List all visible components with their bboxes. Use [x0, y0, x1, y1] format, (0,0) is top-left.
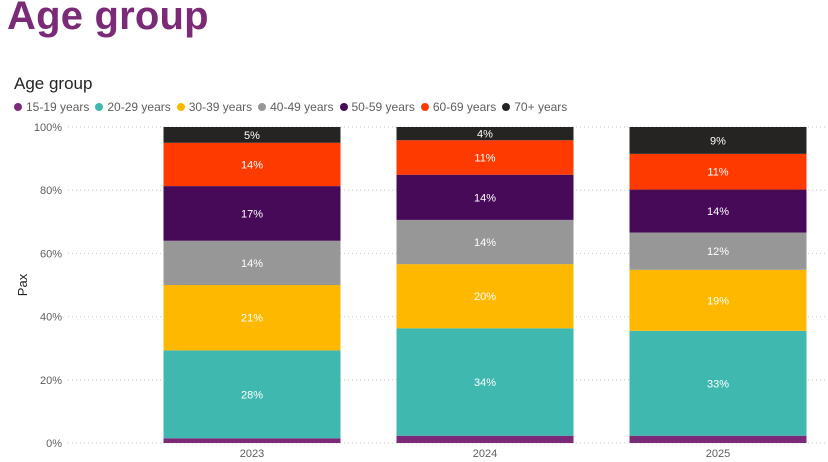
- bar-segment: [163, 240, 341, 285]
- data-label: 11%: [707, 167, 728, 179]
- legend-item-15-19-years[interactable]: 15-19 years: [14, 100, 89, 114]
- legend-item-30-39-years[interactable]: 30-39 years: [176, 100, 253, 114]
- legend-item-70-years[interactable]: 70+ years: [502, 100, 567, 114]
- bar-segment: [163, 142, 341, 187]
- bar-segment: [396, 140, 574, 175]
- legend-label: 20-29 years: [107, 100, 171, 114]
- y-tick-label: 100%: [34, 122, 62, 134]
- y-tick-label: 40%: [40, 312, 62, 324]
- bar-segment: [629, 330, 807, 436]
- data-label: 14%: [474, 192, 496, 204]
- legend-label: 70+ years: [514, 100, 568, 114]
- bar-segment: [396, 127, 574, 141]
- bar-segment: [163, 127, 341, 143]
- data-label: 14%: [241, 159, 263, 171]
- bar-segment: [163, 186, 341, 241]
- legend-marker: [14, 103, 22, 111]
- legend-item-40-49-years[interactable]: 40-49 years: [258, 100, 334, 114]
- data-label: 9%: [710, 135, 726, 147]
- bar-segment: [629, 435, 807, 443]
- bar-segment: [629, 153, 807, 190]
- bar-segment: [396, 219, 574, 265]
- chart-title: Age group: [14, 74, 93, 93]
- y-tick-label: 80%: [40, 185, 62, 197]
- data-label: 28%: [241, 389, 263, 401]
- data-label: 4%: [477, 129, 493, 141]
- data-label: 20%: [474, 291, 496, 303]
- legend-marker: [176, 103, 185, 111]
- y-tick-label: 0%: [46, 438, 62, 450]
- bar-segment: [163, 438, 341, 443]
- data-label: 14%: [474, 237, 496, 249]
- legend-marker: [95, 103, 104, 111]
- bar-segment: [396, 174, 574, 220]
- y-tick-label: 20%: [40, 375, 62, 387]
- bar-segment: [396, 435, 574, 443]
- data-label: 14%: [707, 206, 729, 218]
- y-axis-label: Pax: [15, 273, 30, 296]
- bar-segment: [629, 189, 807, 233]
- data-label: 33%: [707, 378, 729, 390]
- legend-marker: [420, 103, 429, 111]
- legend-label: 40-49 years: [270, 100, 334, 114]
- x-tick-label: 2025: [706, 448, 730, 460]
- legend-label: 15-19 years: [26, 100, 90, 114]
- legend-marker: [339, 103, 348, 111]
- data-label: 5%: [244, 130, 260, 142]
- legend-marker: [502, 103, 511, 111]
- bar-segment: [163, 350, 341, 439]
- data-label: 34%: [474, 377, 496, 389]
- legend-item-20-29-years[interactable]: 20-29 years: [95, 100, 171, 114]
- y-tick-label: 60%: [40, 248, 62, 260]
- legend-label: 30-39 years: [188, 100, 253, 114]
- x-tick-label: 2023: [240, 448, 264, 460]
- legend-label: 50-59 years: [351, 100, 415, 114]
- bar-segment: [396, 264, 574, 329]
- legend-item-50-59-years[interactable]: 50-59 years: [339, 100, 415, 114]
- legend-marker: [258, 103, 267, 111]
- data-label: 21%: [241, 313, 263, 325]
- data-label: 11%: [474, 152, 495, 164]
- legend-label: 60-69 years: [432, 100, 497, 114]
- data-label: 19%: [707, 295, 729, 307]
- page-title: Age group: [7, 0, 209, 38]
- data-label: 14%: [241, 258, 263, 270]
- data-label: 12%: [707, 246, 729, 258]
- legend-item-60-69-years[interactable]: 60-69 years: [420, 100, 497, 114]
- bar-segment: [629, 269, 807, 331]
- data-label: 17%: [241, 208, 263, 220]
- chart-legend: 15-19 years 20-29 years 30-39 years 40-49 y…: [14, 100, 573, 114]
- bar-segment: [629, 232, 807, 270]
- x-tick-label: 2024: [473, 448, 497, 460]
- bar-segment: [396, 328, 574, 436]
- bar-segment: [163, 285, 341, 351]
- bar-segment: [629, 127, 807, 154]
